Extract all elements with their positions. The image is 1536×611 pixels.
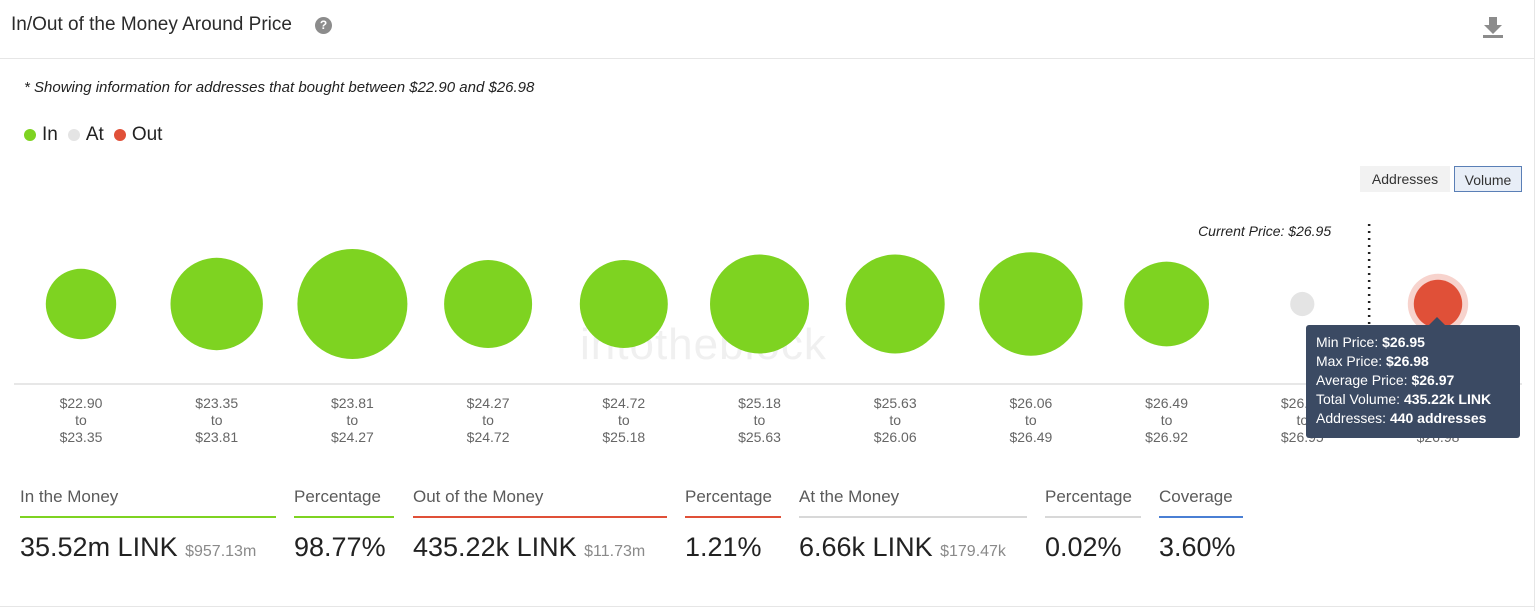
bubble-in[interactable]: [45, 268, 117, 340]
range-note: * Showing information for addresses that…: [24, 79, 535, 96]
chart-header: In/Out of the Money Around Price ?: [0, 0, 1534, 59]
stat-label-in-percentage: Percentage: [294, 487, 394, 518]
tooltip-max-price: Max Price: $26.98: [1316, 353, 1429, 369]
tick-label: $23.81: [331, 395, 374, 411]
tooltip-average-price: Average Price: $26.97: [1316, 372, 1455, 388]
download-icon[interactable]: [1480, 14, 1506, 40]
tick-label: to: [347, 412, 359, 428]
stat-out-of-the-money: Out of the Money 435.22k LINK $11.73m: [413, 487, 667, 563]
legend-item-out[interactable]: Out: [113, 124, 163, 146]
page-title: In/Out of the Money Around Price: [11, 14, 292, 35]
bubble-out[interactable]: [1413, 279, 1463, 329]
bubble-in[interactable]: [845, 254, 945, 354]
current-price-label: Current Price: $26.95: [1198, 223, 1331, 239]
legend-dot-at: [67, 129, 80, 141]
legend-label-out: Out: [131, 124, 163, 145]
bubble-in[interactable]: [579, 260, 668, 348]
help-icon[interactable]: ?: [315, 17, 332, 34]
tick-label: $24.27: [467, 395, 510, 411]
legend-item-in[interactable]: In: [24, 124, 58, 146]
tick-label: to: [211, 412, 223, 428]
bubble-in[interactable]: [710, 254, 809, 354]
tick-label: $26.06: [874, 429, 917, 445]
tick-label: $26.49: [1145, 395, 1188, 411]
stat-coverage: Coverage 3.60%: [1159, 487, 1243, 563]
bubble-in[interactable]: [1124, 261, 1209, 347]
tick-label: $25.18: [738, 395, 781, 411]
volume-toggle-button[interactable]: Volume: [1454, 166, 1522, 192]
stat-value-in-the-money: 35.52m LINK $957.13m: [20, 532, 257, 562]
legend: In At Out: [24, 124, 172, 146]
tick-label: $23.35: [195, 395, 238, 411]
legend-label-in: In: [42, 124, 58, 145]
tick-label: $26.49: [1009, 429, 1052, 445]
legend-dot-in: [24, 129, 36, 141]
bubble-in[interactable]: [170, 257, 263, 351]
stat-label-at-percentage: Percentage: [1045, 487, 1141, 518]
tick-label: $24.27: [331, 429, 374, 445]
tick-label: $26.06: [1009, 395, 1052, 411]
bubble-chart: $22.90to$23.35$23.35to$23.81$23.81to$24.…: [14, 223, 1522, 445]
tick-label: $25.63: [738, 429, 781, 445]
tick-label: to: [1025, 412, 1037, 428]
stat-value-out-of-the-money: 435.22k LINK $11.73m: [413, 532, 646, 562]
addresses-toggle-button[interactable]: Addresses: [1360, 166, 1450, 192]
tooltip-addresses: Addresses: 440 addresses: [1316, 410, 1487, 426]
stat-value-at-the-money: 6.66k LINK $179.47k: [799, 532, 1006, 562]
tick-label: $25.63: [874, 395, 917, 411]
tick-label: $25.18: [602, 429, 645, 445]
tick-label: to: [618, 412, 630, 428]
stat-value-out-percentage: 1.21%: [685, 532, 762, 562]
bubble-tooltip: Min Price: $26.95 Max Price: $26.98 Aver…: [1306, 325, 1520, 438]
tick-label: $23.81: [195, 429, 238, 445]
bubble-in[interactable]: [444, 260, 533, 348]
stat-label-coverage: Coverage: [1159, 487, 1243, 518]
legend-label-at: At: [85, 124, 104, 145]
stat-value-in-percentage: 98.77%: [294, 532, 386, 562]
tick-label: to: [889, 412, 901, 428]
tick-label: to: [482, 412, 494, 428]
tick-label: to: [1296, 412, 1308, 428]
legend-dot-out: [113, 129, 126, 141]
bottom-divider: [0, 606, 1534, 607]
stat-in-percentage: Percentage 98.77%: [294, 487, 394, 563]
tick-label: to: [75, 412, 87, 428]
stat-in-the-money: In the Money 35.52m LINK $957.13m: [20, 487, 276, 563]
stat-label-at-the-money: At the Money: [799, 487, 1027, 518]
tooltip-arrow: [1428, 317, 1446, 326]
legend-item-at[interactable]: At: [67, 124, 104, 146]
tick-label: to: [1161, 412, 1173, 428]
tick-label: to: [754, 412, 766, 428]
bubble-in[interactable]: [979, 252, 1083, 356]
tick-label: $24.72: [602, 395, 645, 411]
tooltip-total-volume: Total Volume: 435.22k LINK: [1316, 391, 1492, 407]
tick-label: $23.35: [60, 429, 103, 445]
stat-at-percentage: Percentage 0.02%: [1045, 487, 1141, 563]
tick-label: $24.72: [467, 429, 510, 445]
tooltip-min-price: Min Price: $26.95: [1316, 334, 1425, 350]
tick-label: $22.90: [60, 395, 103, 411]
bubble-at[interactable]: [1290, 291, 1315, 317]
stat-label-in-the-money: In the Money: [20, 487, 276, 518]
tick-label: $26.92: [1145, 429, 1188, 445]
stat-label-out-of-the-money: Out of the Money: [413, 487, 667, 518]
stat-value-coverage: 3.60%: [1159, 532, 1236, 562]
stat-out-percentage: Percentage 1.21%: [685, 487, 781, 563]
stat-label-out-percentage: Percentage: [685, 487, 781, 518]
stat-at-the-money: At the Money 6.66k LINK $179.47k: [799, 487, 1027, 563]
panel-border: [1534, 0, 1535, 611]
bubble-in[interactable]: [297, 249, 408, 359]
stat-value-at-percentage: 0.02%: [1045, 532, 1122, 562]
